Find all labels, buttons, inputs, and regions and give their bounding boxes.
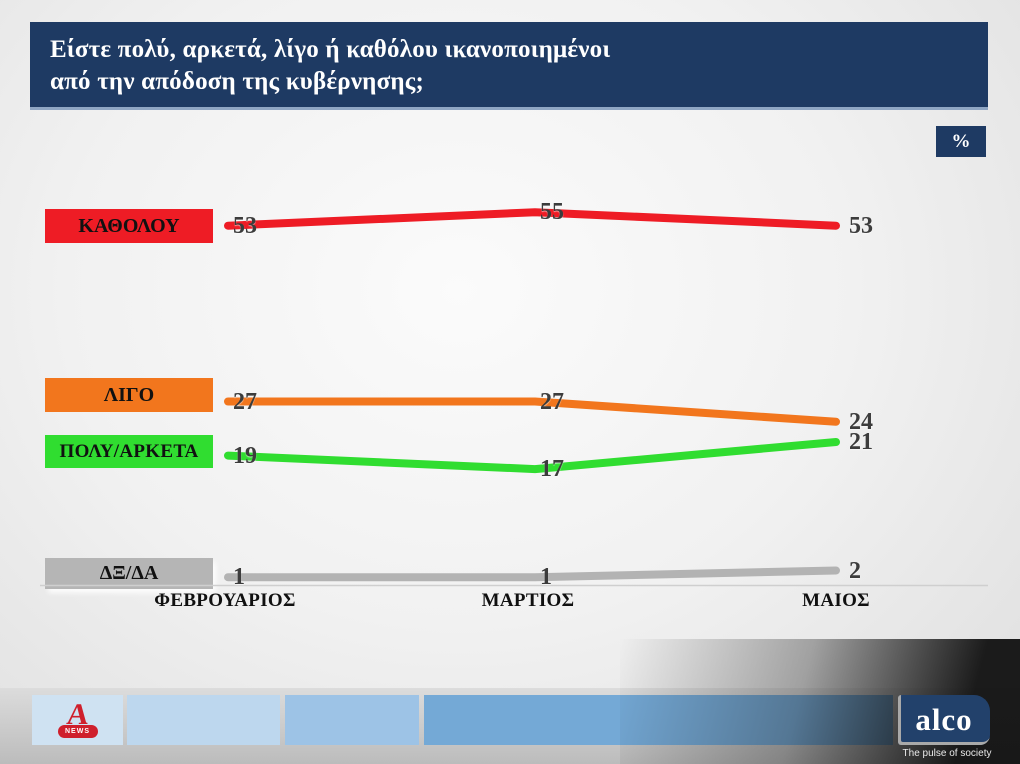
series-line-3 bbox=[224, 566, 840, 582]
percent-badge: % bbox=[936, 126, 986, 157]
alpha-news-badge: NEWS bbox=[57, 725, 98, 738]
series-line-1 bbox=[224, 397, 840, 426]
alpha-tv-logo: A NEWS bbox=[57, 698, 98, 738]
footer-tile-2 bbox=[127, 695, 280, 745]
page-title-line2: από την απόδοση της κυβέρνησης; bbox=[50, 67, 425, 95]
title-banner: Είστε πολύ, αρκετά, λίγο ή καθόλου ικανο… bbox=[30, 22, 988, 110]
footer-tile-3 bbox=[285, 695, 419, 745]
alco-logo: alco The pulse of society bbox=[892, 690, 1020, 764]
legend-katholou: ΚΑΘΟΛΟΥ bbox=[45, 209, 213, 243]
legend-dx-da: ΔΞ/ΔΑ bbox=[45, 558, 213, 589]
page-title-line1: Είστε πολύ, αρκετά, λίγο ή καθόλου ικανο… bbox=[50, 36, 611, 63]
footer-tile-alpha: A NEWS bbox=[32, 695, 123, 745]
series-line-2 bbox=[224, 438, 840, 474]
alco-logo-box: alco bbox=[898, 695, 990, 745]
alco-logo-text: alco bbox=[915, 702, 973, 737]
alco-tagline: The pulse of society bbox=[902, 748, 992, 759]
legend-ligo: ΛΙΓΟ bbox=[45, 378, 213, 412]
series-line-0 bbox=[224, 208, 840, 230]
legend-poly-arketa: ΠΟΛΥ/ΑΡΚΕΤΑ bbox=[45, 435, 213, 468]
